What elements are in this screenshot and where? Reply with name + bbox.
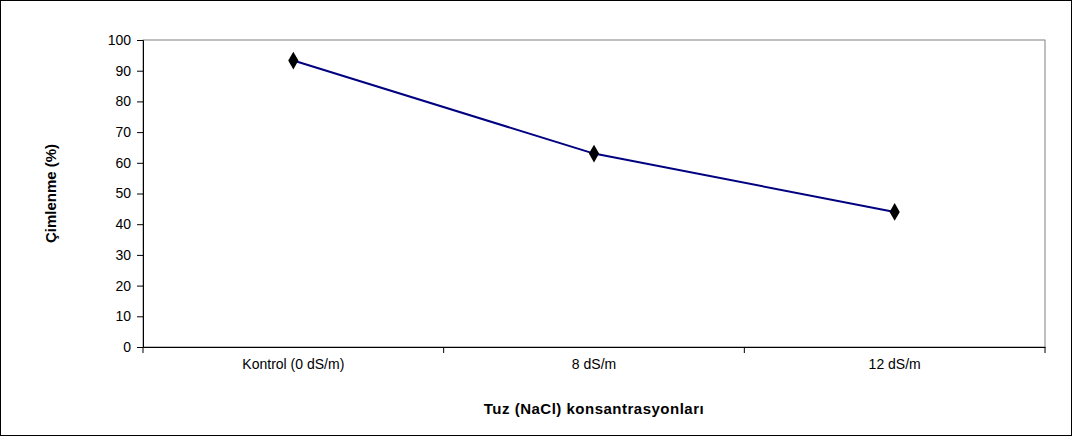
marker [288, 52, 298, 70]
y-tick: 20 [115, 278, 143, 294]
y-tick-label: 60 [115, 155, 131, 171]
y-tick: 100 [108, 32, 143, 48]
y-tick-mark [137, 316, 143, 317]
chart: 0 10 20 30 40 50 60 70 80 90 100 Kontrol (0 dS/m) 8 … [0, 0, 1072, 436]
y-tick: 60 [115, 155, 143, 171]
y-tick-mark [137, 163, 143, 164]
y-tick-label: 20 [115, 278, 131, 294]
x-tick-label: 12 dS/m [869, 356, 921, 372]
y-tick-mark [137, 101, 143, 102]
y-axis: 0 10 20 30 40 50 60 70 80 90 100 [108, 32, 144, 355]
y-tick: 70 [115, 124, 143, 140]
y-tick: 10 [115, 308, 143, 324]
y-tick-label: 80 [115, 93, 131, 109]
category-divider [1045, 347, 1046, 353]
y-tick: 80 [115, 93, 143, 109]
x-axis-line [144, 347, 1046, 348]
series [288, 52, 900, 221]
chart-border [1, 1, 1072, 436]
y-tick: 0 [123, 339, 143, 355]
y-tick: 30 [115, 247, 143, 263]
y-tick: 50 [115, 185, 143, 201]
x-tick: 12 dS/m [869, 347, 921, 372]
y-tick-mark [137, 224, 143, 225]
y-tick-mark [137, 71, 143, 72]
category-divider [143, 347, 144, 353]
y-tick-label: 0 [123, 339, 131, 355]
y-tick-label: 30 [115, 247, 131, 263]
marker [890, 203, 900, 221]
y-tick-mark [137, 40, 143, 41]
plot-frame [143, 40, 1045, 347]
x-tick-label: 8 dS/m [572, 356, 616, 372]
x-axis-title: Tuz (NaCl) konsantrasyonları [484, 400, 704, 417]
y-tick-mark [137, 194, 143, 195]
marker [589, 145, 599, 163]
y-tick-label: 100 [108, 32, 132, 48]
y-tick-label: 10 [115, 308, 131, 324]
y-tick-label: 40 [115, 216, 131, 232]
y-tick-label: 90 [115, 63, 131, 79]
y-tick-label: 50 [115, 185, 131, 201]
y-tick-mark [137, 347, 143, 348]
x-tick: 8 dS/m [572, 347, 616, 372]
y-axis-title: Çimlenme (%) [42, 144, 59, 243]
plot: 0 10 20 30 40 50 60 70 80 90 100 Kontrol (0 dS/m) 8 … [108, 32, 1046, 372]
y-axis-line [137, 41, 144, 348]
category-divider [443, 347, 444, 353]
y-tick: 40 [115, 216, 143, 232]
y-tick-mark [137, 255, 143, 256]
x-tick-label: Kontrol (0 dS/m) [242, 356, 344, 372]
y-tick-mark [137, 132, 143, 133]
x-axis: Kontrol (0 dS/m) 8 dS/m 12 dS/m [143, 347, 1046, 372]
line [293, 61, 894, 212]
y-tick-label: 70 [115, 124, 131, 140]
category-divider [744, 347, 745, 353]
y-tick: 90 [115, 63, 143, 79]
x-tick: Kontrol (0 dS/m) [242, 347, 344, 372]
y-tick-mark [137, 286, 143, 287]
